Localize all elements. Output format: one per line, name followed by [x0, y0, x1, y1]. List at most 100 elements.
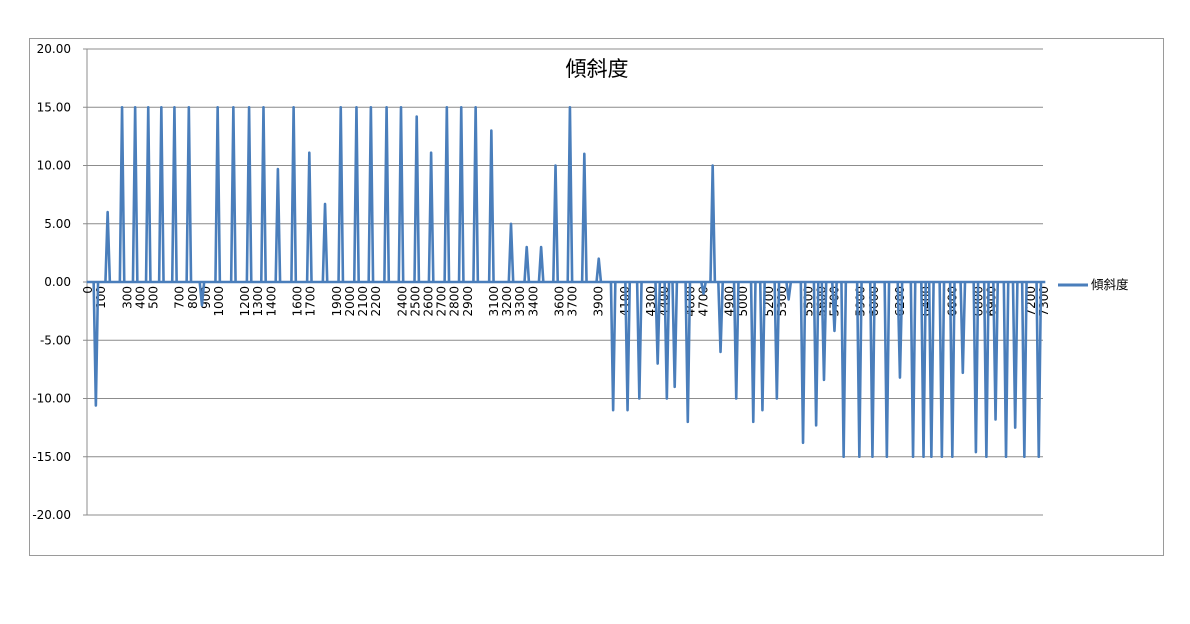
data-point [443, 105, 451, 283]
data-point [959, 281, 967, 375]
data-point [992, 281, 1000, 421]
y-tick-label: -15.00 [32, 450, 71, 464]
data-point [896, 281, 904, 379]
data-point [635, 281, 643, 400]
data-point [749, 281, 757, 424]
x-tick-label: 3600 [552, 286, 566, 317]
data-point [413, 115, 421, 283]
chart-title: 傾斜度 [566, 57, 629, 81]
data-point [259, 105, 267, 283]
data-point [972, 281, 980, 454]
data-point [131, 105, 139, 283]
data-point [1002, 281, 1010, 459]
data-point [472, 105, 480, 283]
x-tick-label: 1600 [291, 286, 305, 317]
data-point [773, 281, 781, 400]
x-tick-label: 1700 [304, 286, 318, 317]
data-point [855, 281, 863, 459]
x-tick-label: 700 [173, 286, 187, 309]
data-point [595, 257, 603, 283]
data-point [523, 245, 531, 283]
data-point [274, 167, 282, 283]
x-tick-label: 6600 [945, 286, 959, 317]
chart-svg: 20.00 15.00 10.00 5.00 0.00 -5.00 -10.00 -15.00… [32, 42, 1129, 522]
y-tick-label: 0.00 [44, 275, 71, 289]
x-tick-label: 7300 [1037, 286, 1051, 317]
data-point [170, 105, 178, 283]
data-point [507, 222, 515, 283]
x-tick-label: 3900 [592, 286, 606, 317]
data-point [684, 281, 692, 424]
x-tick-label: 1200 [238, 286, 252, 317]
y-tick-label: 10.00 [37, 159, 71, 173]
data-point [812, 281, 820, 427]
data-point [700, 281, 707, 295]
x-tick-label: 4700 [697, 286, 711, 317]
x-tick-label: 2500 [408, 286, 422, 317]
data-point [397, 105, 405, 283]
x-tick-label: 100 [94, 286, 108, 309]
x-tick-label: 3400 [526, 286, 540, 317]
x-tick-label: 2400 [395, 286, 409, 317]
data-point [552, 164, 560, 283]
data-point [427, 151, 435, 283]
y-tick-labels: 20.00 15.00 10.00 5.00 0.00 -5.00 -10.00 -15.00… [32, 42, 71, 522]
data-point [732, 281, 740, 400]
y-tick-label: -5.00 [40, 333, 71, 347]
x-tick-label: 3700 [566, 286, 580, 317]
data-point [709, 164, 717, 283]
data-point [920, 281, 928, 459]
data-point [537, 245, 545, 283]
data-point [118, 105, 126, 283]
chart-frame: 20.00 15.00 10.00 5.00 0.00 -5.00 -10.00 -15.00… [29, 38, 1164, 556]
y-tick-label: 20.00 [37, 42, 71, 56]
data-point [909, 281, 917, 459]
x-tick-label: 500 [146, 286, 160, 309]
data-point [927, 281, 935, 459]
data-point [290, 105, 298, 283]
x-tick-label: 3200 [500, 286, 514, 317]
data-point [144, 105, 152, 283]
x-tick-label: 2800 [448, 286, 462, 317]
x-tick-label: 300 [120, 286, 134, 309]
data-point [214, 105, 222, 283]
y-tick-label: 5.00 [44, 217, 71, 231]
x-tick-label: 2100 [356, 286, 370, 317]
data-point [580, 152, 588, 283]
data-point [566, 105, 574, 283]
y-tick-label: -10.00 [32, 392, 71, 406]
data-point [830, 281, 838, 333]
series-layer [86, 105, 1046, 459]
x-tick-label: 1400 [264, 286, 278, 317]
data-point [785, 281, 793, 301]
data-point [758, 281, 766, 412]
data-point [1020, 281, 1028, 459]
x-tick-label: 5700 [827, 286, 841, 317]
data-point [654, 281, 662, 365]
legend: 傾斜度 [1058, 277, 1129, 292]
data-point [982, 281, 990, 459]
x-tick-label: 400 [133, 286, 147, 309]
data-point [457, 105, 465, 283]
axis-layer [83, 48, 88, 516]
data-point [92, 281, 100, 407]
data-point [820, 281, 828, 382]
data-point [938, 281, 946, 459]
x-tick-label: 2700 [435, 286, 449, 317]
y-tick-label: 15.00 [37, 100, 71, 114]
data-point [799, 281, 807, 445]
data-point [337, 105, 345, 283]
data-point [185, 105, 193, 283]
legend-label: 傾斜度 [1091, 277, 1129, 292]
data-point [624, 281, 632, 412]
x-tick-label: 800 [186, 286, 200, 309]
x-tick-label: 3300 [513, 286, 527, 317]
data-point [671, 281, 679, 389]
x-tick-labels: 0 100 300 400 500 700 800 900 1000 1200 1300 1400 16… [81, 286, 1051, 317]
data-point [198, 281, 206, 307]
data-point [609, 281, 617, 412]
data-point [663, 281, 671, 400]
data-point [883, 281, 891, 459]
data-point [229, 105, 237, 283]
x-tick-label: 1900 [330, 286, 344, 317]
